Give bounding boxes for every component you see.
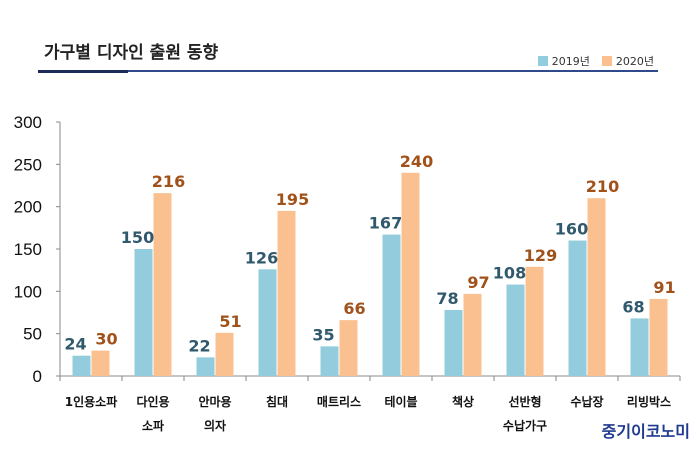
bar-2020: [587, 198, 606, 376]
data-label-2019: 150: [121, 228, 154, 247]
data-label-2020: 240: [400, 152, 433, 171]
bar-2020: [463, 293, 482, 376]
x-tick-label: 수납장: [570, 395, 603, 409]
x-tick-label: 의자: [204, 418, 226, 433]
x-tick-label: 선반형: [508, 394, 541, 409]
x-tick-label: 테이블: [384, 394, 417, 409]
bar-2019: [134, 249, 153, 376]
bar-2020: [339, 320, 358, 376]
data-label-2019: 22: [188, 336, 210, 355]
data-label-2020: 30: [95, 330, 117, 349]
bar-2019: [506, 284, 525, 376]
data-label-2020: 216: [152, 172, 185, 191]
data-label-2019: 24: [64, 335, 86, 354]
x-tick-label: 수납가구: [503, 418, 547, 433]
bar-2019: [72, 355, 91, 376]
title-underline: [38, 70, 658, 72]
x-tick-label: 리빙박스: [627, 394, 671, 409]
y-tick-label: 100: [14, 282, 42, 301]
brand-logo-text: 중기이코노미: [601, 422, 690, 441]
chart-title: 가구별 디자인 출원 동향: [44, 43, 219, 63]
legend: 2019년 2020년: [537, 53, 654, 69]
bar-2019: [258, 269, 277, 376]
y-tick-label: 50: [23, 325, 42, 344]
bar-2020: [153, 193, 172, 376]
data-label-2020: 51: [219, 312, 241, 331]
legend-item-2019: 2019년: [537, 53, 590, 69]
data-label-2019: 126: [245, 248, 278, 267]
bar-2020: [215, 332, 234, 376]
x-tick-label: 침대: [266, 394, 288, 409]
y-tick-label: 200: [14, 198, 42, 217]
y-tick-label: 300: [14, 113, 42, 132]
x-tick-label: 다인용: [136, 394, 169, 409]
data-label-2019: 167: [369, 214, 402, 233]
data-label-2019: 78: [436, 289, 458, 308]
legend-label-2019: 2019년: [551, 55, 590, 68]
title-underline-accent: [38, 70, 128, 73]
bar-2019: [568, 240, 587, 376]
data-label-2019: 108: [493, 264, 526, 283]
x-tick-label: 책상: [452, 394, 474, 409]
data-label-2020: 210: [586, 177, 619, 196]
data-label-2020: 195: [276, 190, 309, 209]
x-tick-label: 1인용소파: [65, 394, 118, 409]
bar-2019: [444, 309, 463, 376]
x-tick-label: 소파: [142, 418, 164, 433]
data-label-2020: 66: [343, 299, 365, 318]
data-label-2019: 68: [622, 297, 644, 316]
bar-2019: [196, 357, 215, 376]
legend-swatch-2019: [537, 56, 548, 66]
legend-swatch-2020: [601, 56, 612, 66]
data-label-2019: 160: [555, 220, 588, 239]
bar-2020: [525, 266, 544, 376]
legend-item-2020: 2020년: [601, 53, 654, 69]
x-tick-label: 매트리스: [317, 394, 361, 409]
data-label-2020: 129: [524, 246, 557, 265]
bar-2020: [91, 350, 110, 376]
data-label-2019: 35: [312, 325, 334, 344]
bar-2019: [630, 318, 649, 376]
y-tick-label: 150: [14, 240, 42, 259]
y-tick-label: 0: [33, 367, 42, 386]
legend-label-2020: 2020년: [615, 55, 654, 68]
bar-2020: [649, 298, 668, 376]
data-label-2020: 91: [653, 278, 675, 297]
bar-2020: [277, 210, 296, 376]
y-tick-label: 250: [14, 155, 42, 174]
x-tick-label: 안마용: [198, 394, 231, 409]
data-label-2020: 97: [467, 273, 489, 292]
bar-2019: [382, 234, 401, 376]
bar-2020: [401, 172, 420, 376]
bar-2019: [320, 346, 339, 376]
